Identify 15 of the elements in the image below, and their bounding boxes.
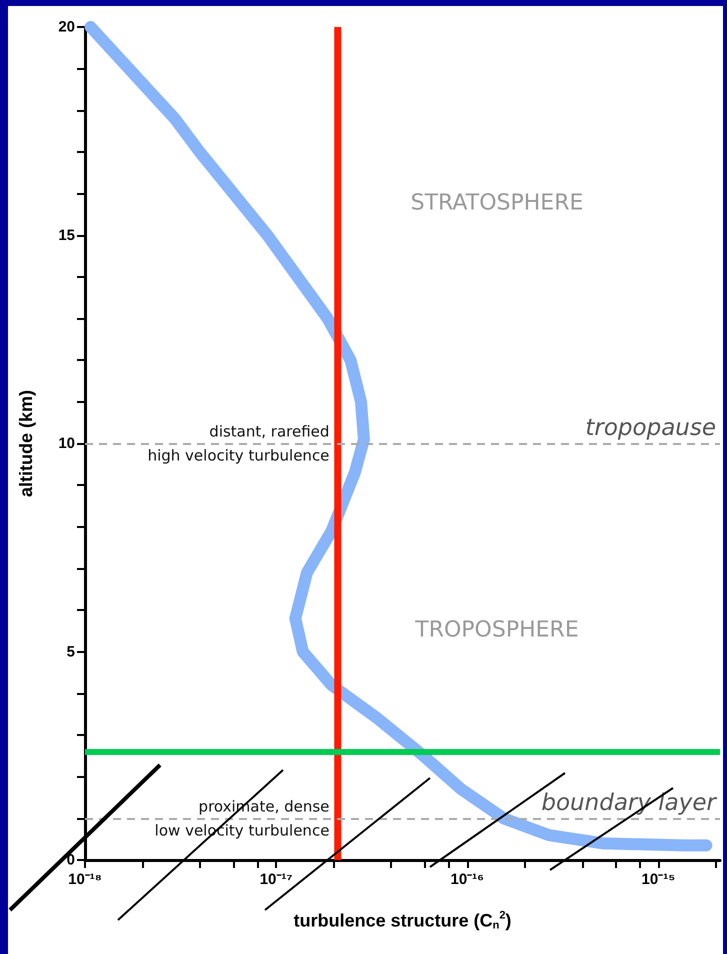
y-axis-title: altitude (km): [16, 390, 36, 498]
annotation: TROPOSPHERE: [414, 618, 579, 642]
y-tick-label: 0: [66, 852, 75, 868]
ref-line-label: boundary layer: [541, 790, 718, 816]
y-tick-label: 10: [58, 435, 75, 452]
x-tick-label: 10⁻¹⁷: [260, 871, 293, 888]
x-tick-label: 10⁻¹⁵: [642, 871, 676, 888]
x-tick-label: 10⁻¹⁸: [68, 871, 102, 888]
y-tick-label: 15: [58, 226, 75, 244]
annotation: distant, rarefied high velocity turbulence: [148, 422, 330, 464]
y-tick-label: 20: [58, 18, 75, 36]
ref-line-label: tropopause: [585, 415, 716, 441]
y-tick-label: 5: [66, 643, 75, 660]
annotation: STRATOSPHERE: [410, 190, 584, 216]
x-tick-label: 10⁻¹⁶: [450, 871, 484, 888]
